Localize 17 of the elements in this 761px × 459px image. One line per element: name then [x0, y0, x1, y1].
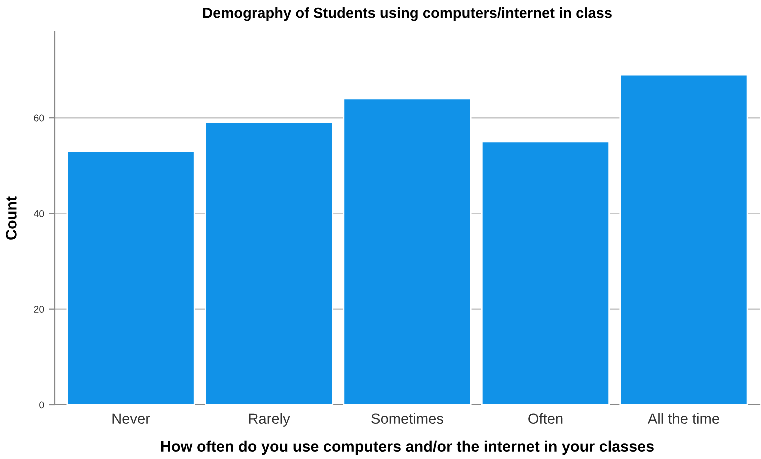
y-tick-label: 0 [40, 402, 44, 409]
bar [481, 141, 610, 405]
bar [204, 122, 334, 405]
x-tick-label: All the time [648, 413, 720, 424]
x-axis-title: How often do you use computers and/or the internet in your classes [162, 440, 654, 456]
x-tick-label: Rarely [249, 413, 290, 427]
bar [620, 74, 748, 405]
y-tick-label: 20 [34, 306, 44, 313]
bar [343, 98, 472, 405]
x-tick-label: Never [112, 414, 150, 424]
y-tick-label: 60 [34, 114, 44, 122]
x-tick-label: Sometimes [372, 413, 444, 424]
x-tick-label: Often [528, 413, 563, 424]
y-axis-title: Count [6, 196, 17, 240]
y-tick-label: 40 [34, 210, 44, 218]
bar [66, 150, 196, 405]
chart-title: Demography of Students using computers/internet in class [203, 8, 612, 22]
